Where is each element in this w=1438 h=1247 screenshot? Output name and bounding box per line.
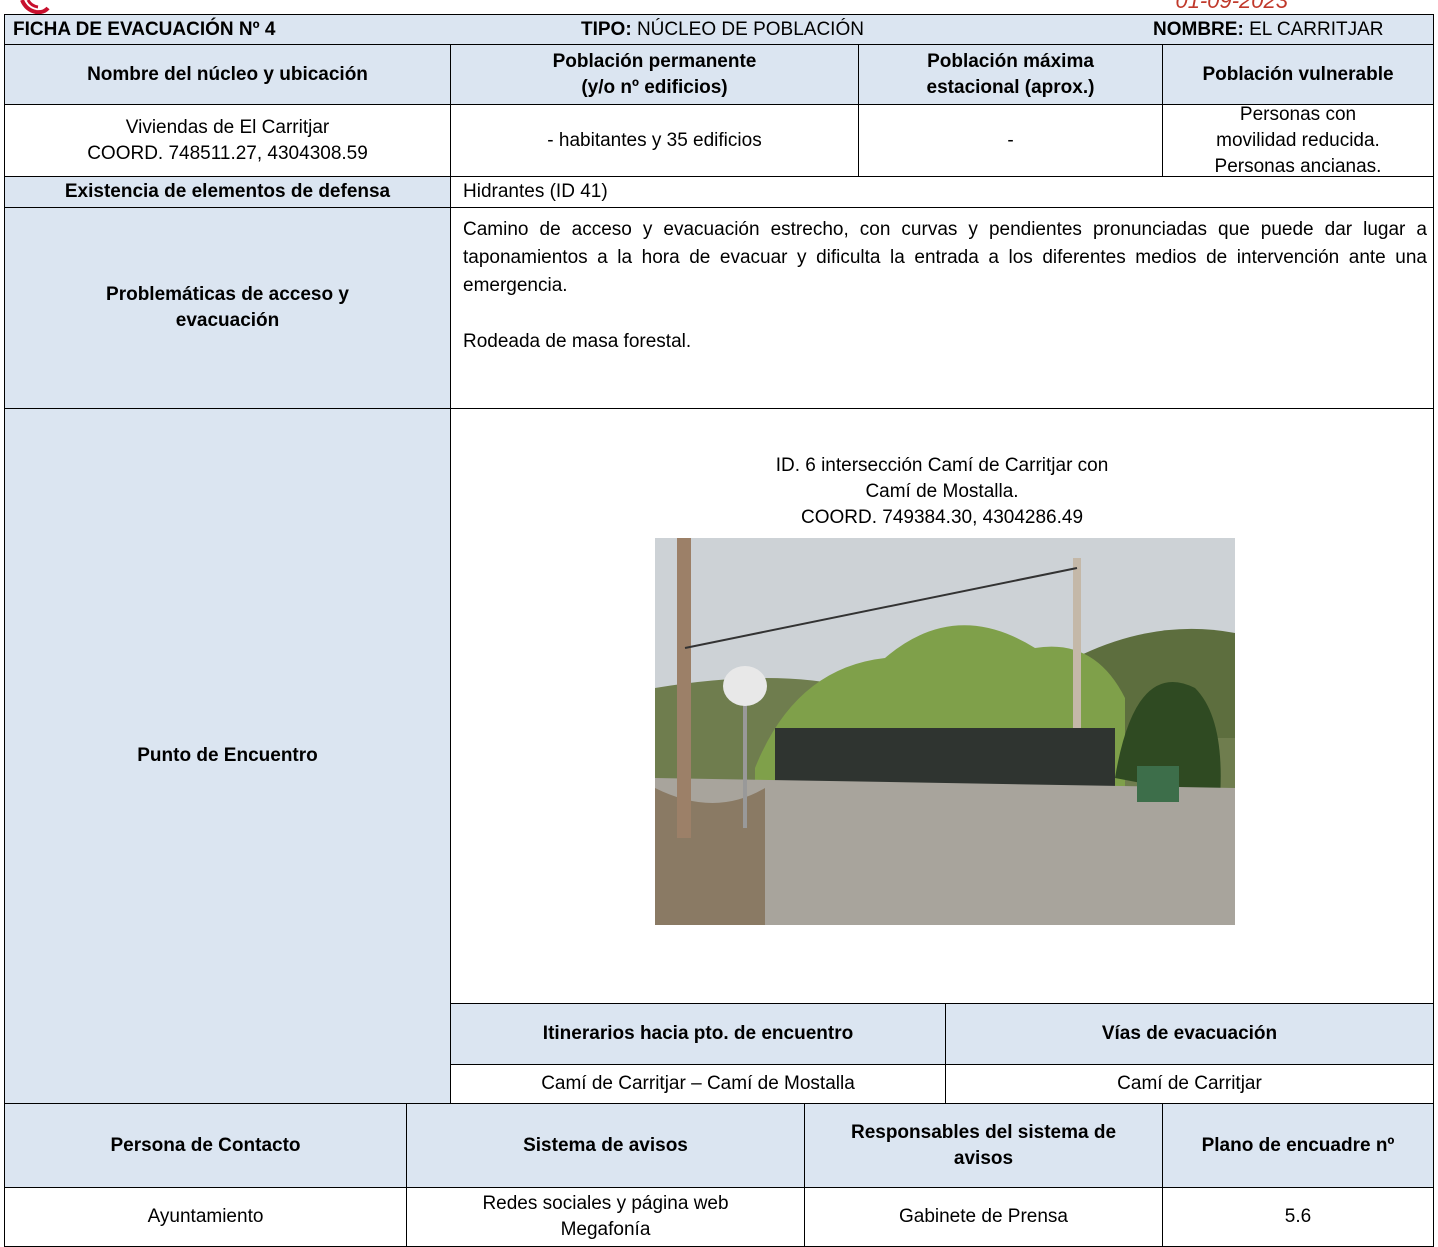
text: Personas con	[1239, 103, 1357, 125]
cell: Redes sociales y página web Megafonía	[406, 1187, 805, 1247]
text: Problemáticas de acceso y	[106, 284, 349, 305]
text: -	[1007, 129, 1014, 151]
text: (y/o nº edificios)	[581, 76, 728, 98]
problematicas-label: Problemáticas de acceso y evacuación	[4, 207, 451, 409]
encuentro-label: Punto de Encuentro	[4, 408, 451, 1104]
text: Población máxima	[927, 50, 1094, 72]
tipo-label: TIPO:	[581, 19, 632, 40]
defensa-value: Hidrantes (ID 41)	[450, 176, 1434, 208]
cell: Ayuntamiento	[4, 1187, 407, 1247]
text: Población permanente	[552, 50, 757, 72]
column-header: Población vulnerable	[1162, 44, 1434, 105]
problematicas-note: Rodeada de masa forestal.	[463, 331, 692, 352]
column-header: Población permanente (y/o nº edificios)	[450, 44, 859, 105]
text: Camí de Mostalla.	[865, 481, 1019, 502]
cell: Gabinete de Prensa	[804, 1187, 1163, 1247]
text: Megafonía	[560, 1219, 651, 1240]
tipo-value: NÚCLEO DE POBLACIÓN	[636, 19, 864, 40]
nombre: NOMBRE: EL CARRITJAR	[1153, 17, 1384, 43]
text: Sistema de avisos	[523, 1134, 688, 1156]
column-header: Persona de Contacto	[4, 1103, 407, 1188]
vias-label: Vías de evacuación	[945, 1003, 1434, 1065]
defensa-label: Existencia de elementos de defensa	[4, 176, 451, 208]
itinerarios-label: Itinerarios hacia pto. de encuentro	[450, 1003, 946, 1065]
text: COORD. 748511.27, 4304308.59	[87, 142, 368, 164]
text: Punto de Encuentro	[137, 745, 318, 766]
text: Vías de evacuación	[1101, 1023, 1278, 1044]
text: Persona de Contacto	[110, 1134, 301, 1156]
text: 5.6	[1284, 1206, 1312, 1227]
tipo: TIPO: NÚCLEO DE POBLACIÓN	[581, 17, 864, 43]
ficha: FICHA DE EVACUACIÓN Nº 4	[13, 19, 276, 40]
cell: - habitantes y 35 edificios	[450, 104, 859, 177]
date: 01-09-2023	[1175, 0, 1288, 13]
text: estacional (aprox.)	[926, 76, 1095, 98]
text: Viviendas de El Carritjar	[125, 116, 330, 138]
text: Itinerarios hacia pto. de encuentro	[542, 1023, 854, 1044]
nombre-value: EL CARRITJAR	[1249, 19, 1384, 40]
column-header: Sistema de avisos	[406, 1103, 805, 1188]
text: avisos	[953, 1147, 1014, 1169]
text: Plano de encuadre nº	[1201, 1134, 1395, 1156]
text: Nombre del núcleo y ubicación	[87, 63, 368, 85]
text: Hidrantes (ID 41)	[463, 181, 608, 202]
text: Redes sociales y página web	[482, 1193, 729, 1214]
text: movilidad reducida.	[1216, 129, 1380, 151]
text: - habitantes y 35 edificios	[547, 129, 762, 151]
problematicas-text: Camino de acceso y evacuación estrecho, …	[463, 219, 1427, 296]
header-row: FICHA DE EVACUACIÓN Nº 4 TIPO: NÚCLEO DE…	[4, 14, 1434, 45]
cell: 5.6	[1162, 1187, 1434, 1247]
column-header: Nombre del núcleo y ubicación	[4, 44, 451, 105]
nombre-label: NOMBRE:	[1153, 19, 1244, 40]
text: Población vulnerable	[1202, 63, 1394, 85]
column-header: Responsables del sistema de avisos	[804, 1103, 1163, 1188]
photo	[655, 538, 1235, 925]
text: Camí de Carritjar – Camí de Mostalla	[541, 1073, 855, 1094]
text: Gabinete de Prensa	[898, 1206, 1068, 1227]
text: Existencia de elementos de defensa	[64, 181, 391, 202]
column-header: Población máxima estacional (aprox.)	[858, 44, 1163, 105]
text: evacuación	[175, 310, 280, 331]
itinerarios-value: Camí de Carritjar – Camí de Mostalla	[450, 1064, 946, 1104]
column-header: Plano de encuadre nº	[1162, 1103, 1434, 1188]
text: Ayuntamiento	[147, 1206, 264, 1227]
text: Personas ancianas.	[1214, 155, 1382, 177]
cell: -	[858, 104, 1163, 177]
problematicas-cell: Camino de acceso y evacuación estrecho, …	[450, 207, 1434, 409]
vias-value: Camí de Carritjar	[945, 1064, 1434, 1104]
logo	[20, 0, 50, 14]
cell: Viviendas de El Carritjar COORD. 748511.2…	[4, 104, 451, 177]
text: Camí de Carritjar	[1117, 1073, 1262, 1094]
text: Responsables del sistema de	[850, 1121, 1117, 1143]
text: ID. 6 intersección Camí de Carritjar con	[775, 455, 1109, 476]
cell: Personas con movilidad reducida. Personas …	[1162, 104, 1434, 177]
text: COORD. 749384.30, 4304286.49	[800, 507, 1084, 528]
